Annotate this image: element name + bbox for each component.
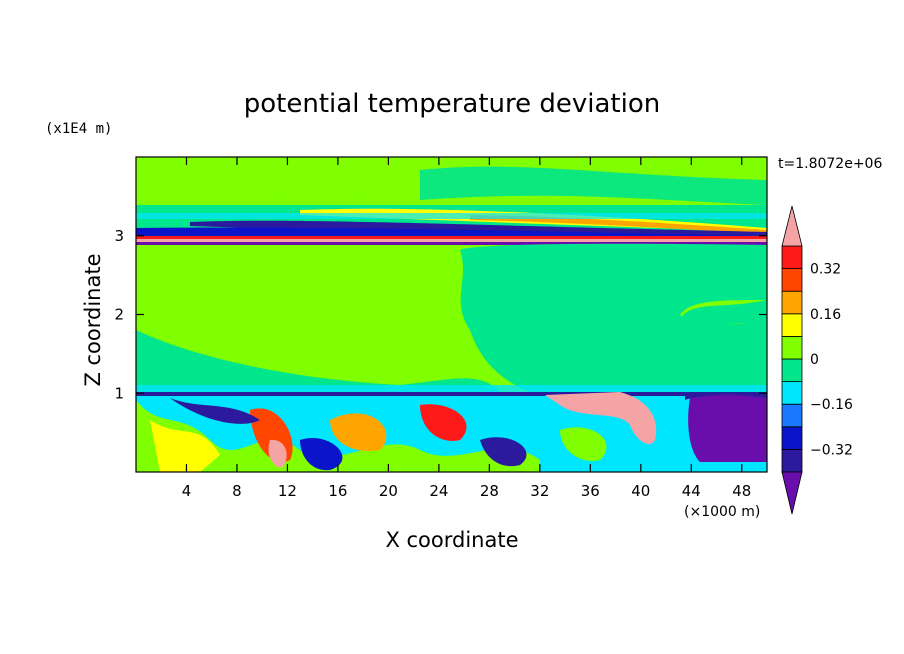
colorbar-label: 0 [810,352,819,368]
contour-field [136,157,767,472]
colorbar-label: −0.16 [810,397,853,413]
colorbar-band [781,313,803,337]
x-ticks: 4 8 12 16 20 24 28 32 36 40 44 48 [182,157,751,500]
colorbar-label: 0.16 [810,307,841,323]
x-tick-label: 32 [530,482,549,500]
x-unit-label: (×1000 m) [684,504,760,520]
colorbar-band [781,335,803,360]
y-tick-label: 2 [114,306,124,324]
x-tick-label: 8 [232,482,242,500]
colorbar-label: −0.32 [810,442,853,458]
x-tick-label: 36 [581,482,600,500]
y-tick-label: 1 [114,384,124,402]
y-tick-label: 3 [114,227,124,245]
colorbar-label: 0.32 [810,262,841,278]
colorbar-band [781,245,803,270]
time-label: t=1.8072e+06 [778,156,882,172]
x-tick-label: 20 [379,482,398,500]
colorbar-band [781,381,803,405]
colorbar-band [781,268,803,292]
x-tick-label: 44 [682,482,701,500]
colorbar-extend-bottom [781,471,803,515]
colorbar-extend-top [781,205,803,247]
colorbar-band [781,426,803,450]
colorbar-band [781,448,803,473]
x-tick-label: 24 [429,482,448,500]
y-ticks: 1 2 3 [114,227,767,402]
y-axis-label: Z coordinate [81,253,105,386]
colorbar: 0.32 0.16 0 −0.16 −0.32 [781,205,853,515]
colorbar-band [781,290,803,315]
x-tick-label: 28 [480,482,499,500]
x-tick-label: 16 [328,482,347,500]
colorbar-band [781,358,803,383]
x-tick-label: 48 [732,482,751,500]
y-unit-label: (x1E4 m) [45,121,112,137]
x-tick-label: 40 [631,482,650,500]
chart-title: potential temperature deviation [244,89,660,119]
colorbar-band [781,403,803,428]
x-axis-label: X coordinate [385,528,518,552]
x-tick-label: 12 [278,482,297,500]
x-tick-label: 4 [182,482,192,500]
